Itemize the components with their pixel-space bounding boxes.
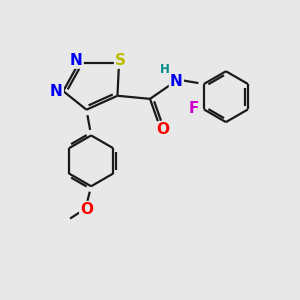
Text: F: F xyxy=(189,101,199,116)
Text: N: N xyxy=(70,52,83,68)
Text: N: N xyxy=(170,74,183,89)
Text: O: O xyxy=(80,202,93,217)
Text: N: N xyxy=(50,84,63,99)
Text: O: O xyxy=(156,122,169,137)
Text: H: H xyxy=(160,63,170,76)
Text: S: S xyxy=(115,52,126,68)
